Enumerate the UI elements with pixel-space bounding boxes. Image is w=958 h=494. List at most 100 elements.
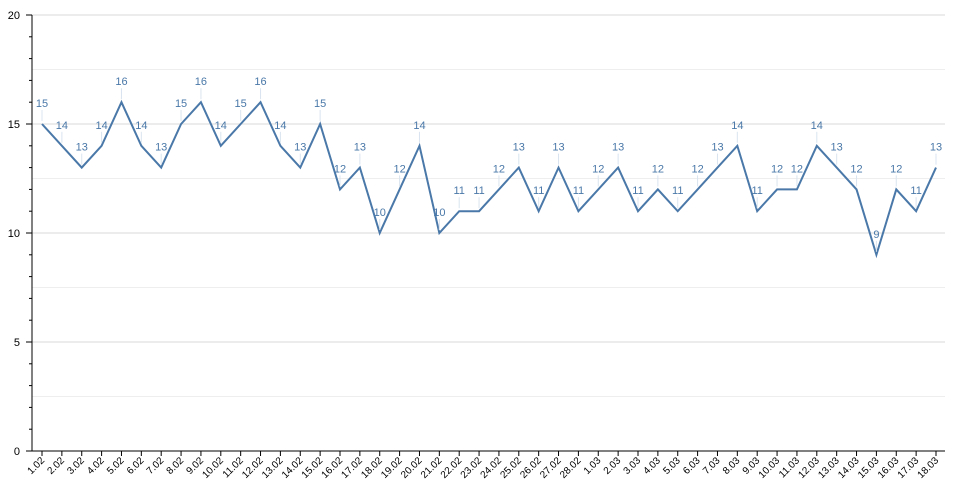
- data-label: 14: [135, 120, 147, 132]
- data-label: 12: [493, 163, 505, 175]
- data-label: 10: [433, 207, 445, 219]
- data-label: 14: [95, 120, 107, 132]
- data-label: 12: [652, 163, 664, 175]
- x-tick-label: 4.03: [641, 455, 663, 477]
- data-label: 12: [592, 163, 604, 175]
- data-label: 15: [235, 98, 247, 110]
- x-tick-label: 15.02: [300, 455, 326, 481]
- y-tick-label: 20: [8, 10, 20, 22]
- data-label: 14: [274, 120, 286, 132]
- x-tick-label: 21.02: [419, 455, 445, 481]
- y-tick-label: 5: [14, 337, 20, 349]
- x-tick-label: 7.02: [145, 455, 167, 477]
- data-label: 15: [314, 98, 326, 110]
- x-tick-label: 18.02: [359, 455, 385, 481]
- x-tick-label: 8.03: [721, 455, 743, 477]
- x-tick-label: 13.03: [816, 455, 842, 481]
- x-tick-label: 16.03: [876, 455, 902, 481]
- x-tick-label: 2.02: [45, 455, 67, 477]
- x-tick-label: 10.02: [200, 455, 226, 481]
- grid-lines: [32, 14, 945, 397]
- data-label: 13: [930, 142, 942, 154]
- x-tick-label: 4.02: [85, 455, 107, 477]
- data-label: 16: [195, 76, 207, 88]
- data-label: 16: [115, 76, 127, 88]
- x-tick-label: 7.03: [701, 455, 723, 477]
- data-label: 11: [453, 185, 464, 197]
- data-label: 16: [254, 76, 266, 88]
- data-label: 11: [751, 185, 762, 197]
- data-label: 11: [672, 185, 683, 197]
- x-tick-label: 5.03: [661, 455, 683, 477]
- y-axis: 0 5 10 15 20: [8, 10, 33, 458]
- data-label: 13: [552, 142, 564, 154]
- x-tick-label: 5.02: [105, 455, 127, 477]
- data-label: 14: [413, 120, 425, 132]
- data-label: 12: [334, 163, 346, 175]
- data-label: 11: [473, 185, 484, 197]
- data-label: 13: [76, 142, 88, 154]
- data-labels: 15 14 13 14 16 14 13 15 16 14 15 16 14 13 15 12 13 10 12 14…: [36, 76, 942, 252]
- x-tick-label: 3.03: [622, 455, 644, 477]
- x-tick-label: 14.02: [280, 455, 306, 481]
- y-tick-label: 0: [14, 446, 20, 458]
- x-tick-label: 6.03: [681, 455, 703, 477]
- x-tick-label: 26.02: [518, 455, 544, 481]
- data-label: 14: [215, 120, 227, 132]
- x-tick-label: 8.02: [165, 455, 187, 477]
- y-tick-label: 10: [8, 228, 20, 240]
- x-tick-label: 12.03: [796, 455, 822, 481]
- data-label: 12: [691, 163, 703, 175]
- data-label: 12: [791, 163, 803, 175]
- data-label: 13: [831, 142, 843, 154]
- x-tick-label: 25.02: [498, 455, 524, 481]
- y-tick-label: 15: [8, 119, 20, 131]
- x-tick-label: 15.03: [856, 455, 882, 481]
- data-label: 11: [632, 185, 643, 197]
- data-label: 12: [771, 163, 783, 175]
- x-tick-label: 28.02: [558, 455, 584, 481]
- x-tick-label: 20.02: [399, 455, 425, 481]
- data-label: 12: [890, 163, 902, 175]
- x-tick-label: 24.02: [479, 455, 505, 481]
- x-tick-label: 17.02: [340, 455, 366, 481]
- series-line: [41, 99, 937, 259]
- data-label: 13: [294, 142, 306, 154]
- x-tick-label: 13.02: [260, 455, 286, 481]
- data-label: 12: [393, 163, 405, 175]
- data-label: 14: [811, 120, 823, 132]
- x-tick-label: 12.02: [240, 455, 266, 481]
- data-label: 13: [513, 142, 525, 154]
- data-label: 11: [533, 185, 544, 197]
- x-tick-label: 2.03: [602, 455, 624, 477]
- x-tick-label: 27.02: [538, 455, 564, 481]
- data-label: 15: [175, 98, 187, 110]
- x-tick-label: 6.02: [125, 455, 147, 477]
- data-label: 13: [711, 142, 723, 154]
- data-label: 13: [354, 142, 366, 154]
- x-tick-label: 22.02: [439, 455, 465, 481]
- data-label: 11: [910, 185, 921, 197]
- data-label: 12: [850, 163, 862, 175]
- x-tick-label: 3.02: [65, 455, 87, 477]
- x-tick-label: 18.03: [916, 455, 942, 481]
- data-label: 10: [374, 207, 386, 219]
- series-line-group: [41, 99, 937, 259]
- x-tick-label: 23.02: [459, 455, 485, 481]
- data-label: 9: [873, 229, 879, 241]
- data-label: 13: [155, 142, 167, 154]
- x-tick-label: 16.02: [320, 455, 346, 481]
- x-tick-label: 1.02: [26, 455, 48, 477]
- x-tick-label: 17.03: [896, 455, 922, 481]
- data-label: 13: [612, 142, 624, 154]
- x-tick-label: 14.03: [836, 455, 862, 481]
- data-label: 15: [36, 98, 48, 110]
- x-axis: 1.022.023.024.025.026.027.028.029.0210.0…: [26, 450, 945, 481]
- x-tick-label: 1.03: [582, 455, 604, 477]
- data-label: 14: [56, 120, 68, 132]
- data-label: 14: [731, 120, 743, 132]
- x-tick-label: 10.03: [757, 455, 783, 481]
- data-label: 11: [573, 185, 584, 197]
